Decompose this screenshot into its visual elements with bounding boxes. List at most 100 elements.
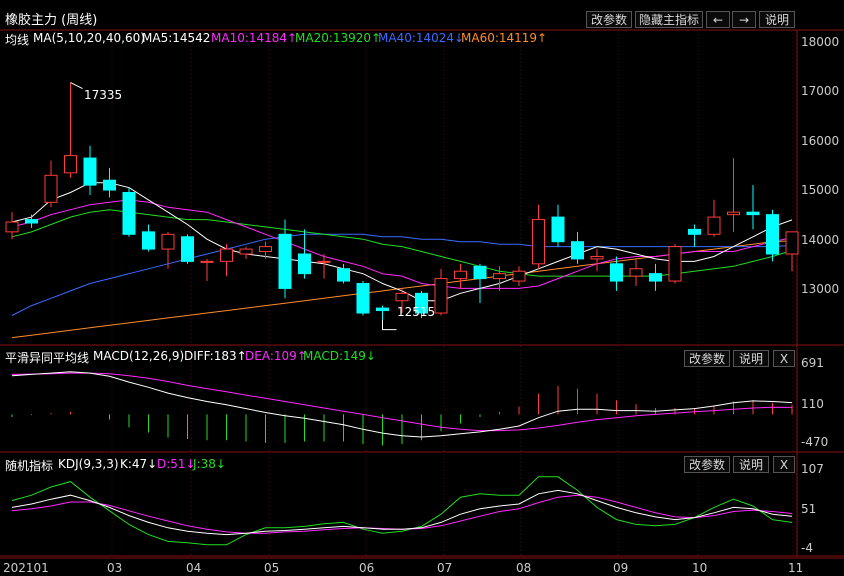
- candle-body: [590, 255, 604, 260]
- y-tick: 14000: [801, 233, 840, 247]
- ma40-line: [11, 233, 793, 316]
- macd-macd-value: MACD:149↓: [303, 349, 376, 363]
- x-tick: 08: [516, 561, 532, 575]
- candle-body: [454, 270, 467, 280]
- kdj-y-tick: 51: [801, 502, 817, 516]
- macd-help-button[interactable]: 说明: [733, 350, 769, 367]
- kdj-k-value: K:47↓: [120, 457, 158, 471]
- candle-body: [785, 231, 799, 255]
- kdj-j-value: J:38↓: [193, 457, 226, 471]
- kdj-k-line: [11, 489, 793, 536]
- y-tick: 18000: [801, 35, 840, 49]
- macd-indicator-name: MACD(12,26,9): [93, 349, 185, 363]
- x-tick: 06: [359, 561, 375, 575]
- candle-body: [259, 246, 272, 253]
- candle-body: [493, 273, 506, 280]
- ma10-value: MA10:14184↑: [211, 31, 298, 45]
- candle-body: [122, 192, 136, 235]
- candle-body: [44, 174, 58, 203]
- hide-main-indicator-button[interactable]: 隐藏主指标: [635, 11, 703, 28]
- candle-body: [688, 228, 701, 235]
- candle-body: [220, 248, 233, 262]
- x-tick: 10: [692, 561, 708, 575]
- low-marker-label: 12515: [397, 305, 436, 319]
- candle-body: [512, 270, 526, 282]
- candle-body: [532, 219, 545, 265]
- low-marker-line: [382, 319, 397, 331]
- high-marker-label: 17335: [84, 88, 123, 102]
- y-tick: 17000: [801, 84, 840, 98]
- candle-body: [239, 248, 253, 255]
- y-tick: 13000: [801, 282, 840, 296]
- candle-body: [142, 231, 155, 250]
- prev-arrow-icon[interactable]: ←: [706, 11, 730, 28]
- candle-body: [376, 307, 389, 312]
- candle-body: [746, 211, 760, 216]
- ma10-line: [11, 199, 793, 289]
- macd-close-icon[interactable]: X: [773, 350, 795, 367]
- macd-title: 平滑异同平均线: [5, 351, 90, 365]
- kdj-j-line: [11, 476, 793, 546]
- high-marker-line: [70, 82, 83, 89]
- macd-dea-value: DEA:109↑: [245, 349, 307, 363]
- candle-body: [434, 278, 448, 314]
- candle-body: [473, 265, 487, 280]
- x-tick: 11: [788, 561, 804, 575]
- candle-body: [83, 157, 97, 186]
- candle-body: [181, 236, 194, 262]
- kdj-y-tick: 107: [801, 462, 824, 476]
- macd-y-tick: 110: [801, 397, 824, 411]
- candle-body: [337, 268, 350, 282]
- ma40-value: MA40:14024↓: [378, 31, 465, 45]
- kdj-y-tick: -4: [801, 541, 813, 555]
- x-tick: 04: [186, 561, 202, 575]
- help-button[interactable]: 说明: [759, 11, 795, 28]
- candle-body: [5, 221, 19, 233]
- y-tick: 15000: [801, 183, 840, 197]
- x-tick: 03: [107, 561, 123, 575]
- x-tick: 202101: [3, 561, 49, 575]
- candle-body: [707, 216, 721, 235]
- next-arrow-icon[interactable]: →: [732, 11, 756, 28]
- candle-body: [356, 283, 370, 314]
- candle-body: [395, 292, 409, 302]
- kdj-d-line: [11, 494, 793, 534]
- candle-body: [200, 260, 214, 263]
- kdj-d-value: D:51↓: [157, 457, 196, 471]
- candle-body: [766, 214, 779, 255]
- candle-body: [610, 263, 623, 282]
- main-indicator-label: 均线: [5, 33, 30, 47]
- kdj-close-icon[interactable]: X: [773, 456, 795, 473]
- macd-params-button[interactable]: 改参数: [684, 350, 730, 367]
- x-tick: 05: [264, 561, 280, 575]
- kdj-params-button[interactable]: 改参数: [684, 456, 730, 473]
- kdj-help-button[interactable]: 说明: [733, 456, 769, 473]
- macd-y-tick: 691: [801, 356, 824, 370]
- candle-body: [668, 246, 682, 282]
- macd-diff-line: [11, 371, 793, 438]
- kdj-indicator-name: KDJ(9,3,3): [58, 457, 119, 471]
- candle-body: [551, 216, 565, 243]
- candle-body: [317, 260, 331, 263]
- candle-body: [415, 292, 428, 314]
- params-button[interactable]: 改参数: [586, 11, 632, 28]
- candle-body: [298, 253, 311, 275]
- macd-diff-value: DIFF:183↑: [184, 349, 247, 363]
- candle-body: [727, 211, 740, 216]
- candle-body: [649, 273, 662, 282]
- candle-body: [25, 219, 38, 224]
- ma5-value: MA5:14542: [142, 31, 211, 45]
- y-tick: 16000: [801, 134, 840, 148]
- x-tick: 09: [613, 561, 629, 575]
- macd-y-tick: -470: [801, 435, 829, 449]
- chart-title: 橡胶主力 (周线): [5, 13, 98, 28]
- candle-body: [278, 233, 292, 289]
- candle-body: [103, 179, 116, 191]
- candle-body: [629, 268, 643, 277]
- candle-body: [161, 233, 175, 250]
- macd-dea-line: [11, 372, 793, 432]
- ma60-value: MA60:14119↑: [461, 31, 548, 45]
- candle-body: [571, 241, 584, 260]
- candle-body: [64, 155, 77, 174]
